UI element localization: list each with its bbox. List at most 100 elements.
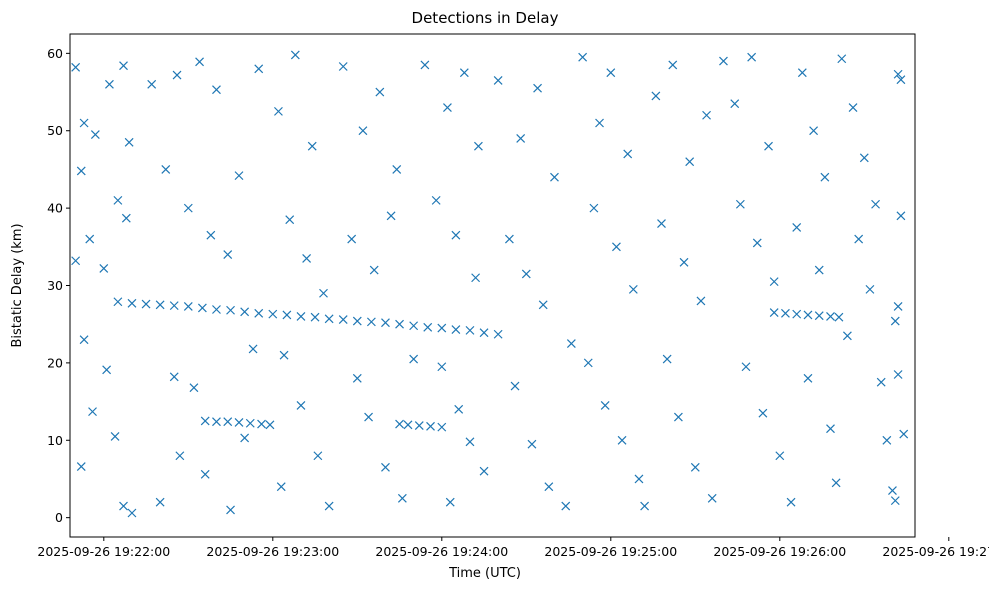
data-point: [893, 301, 903, 311]
x-axis: 2025-09-26 19:22:00 2025-09-26 19:23:00 20…: [37, 537, 989, 559]
data-point: [189, 383, 199, 393]
y-tick-label: 40: [47, 201, 63, 216]
data-point: [673, 412, 683, 422]
data-point: [226, 505, 235, 515]
y-tick-label: 30: [47, 278, 63, 293]
data-point: [859, 153, 869, 163]
data-point: [628, 284, 638, 294]
data-point: [431, 195, 441, 205]
data-point: [589, 203, 599, 213]
data-point: [147, 79, 157, 89]
data-point: [504, 234, 514, 244]
data-point: [521, 269, 531, 279]
data-point: [747, 52, 757, 62]
data-point: [437, 323, 447, 333]
data-point: [313, 451, 323, 461]
data-point: [623, 149, 633, 159]
data-point: [834, 312, 844, 322]
y-tick-label: 0: [55, 510, 63, 525]
x-tick-label: 2025-09-26 19:27:00: [882, 544, 989, 559]
data-point: [403, 420, 413, 430]
data-point: [240, 307, 250, 317]
chart-title: Detections in Delay: [412, 9, 559, 27]
data-point: [183, 301, 193, 311]
data-point: [848, 103, 858, 112]
data-point: [792, 223, 802, 232]
data-point: [85, 234, 95, 244]
x-tick-label: 2025-09-26 19:26:00: [713, 544, 846, 559]
data-point: [896, 211, 906, 221]
data-point: [172, 70, 182, 80]
data-point: [79, 118, 89, 128]
data-point: [79, 335, 89, 345]
y-tick-label: 50: [47, 123, 63, 138]
data-point: [566, 339, 576, 348]
data-point: [781, 308, 790, 318]
data-point: [893, 69, 903, 79]
data-point: [451, 230, 461, 240]
data-point: [105, 79, 114, 89]
data-point: [420, 60, 430, 70]
data-point: [803, 373, 813, 383]
data-point: [814, 311, 824, 321]
data-point: [226, 305, 235, 315]
data-point: [595, 118, 604, 128]
data-point: [212, 417, 221, 427]
data-point: [426, 421, 435, 431]
data-point: [451, 325, 461, 335]
data-point: [583, 358, 593, 368]
data-point: [113, 297, 123, 307]
data-point: [890, 496, 900, 506]
data-point: [657, 219, 666, 229]
data-point: [702, 110, 711, 120]
data-point: [752, 238, 762, 248]
data-point: [662, 354, 672, 364]
data-point: [234, 418, 244, 427]
data-point: [102, 365, 112, 375]
data-point: [223, 250, 233, 259]
data-point: [352, 316, 362, 326]
data-point: [707, 493, 717, 503]
data-point: [735, 199, 745, 209]
data-point: [268, 309, 278, 319]
data-point: [617, 435, 627, 445]
data-point: [471, 273, 481, 283]
data-point: [375, 87, 385, 97]
data-point: [612, 242, 621, 252]
data-point: [234, 171, 244, 181]
data-point: [324, 314, 334, 324]
data-point: [274, 106, 283, 116]
data-point: [155, 497, 165, 507]
data-point: [364, 412, 373, 422]
data-point: [197, 303, 207, 313]
data-point: [409, 321, 419, 331]
data-point: [719, 56, 728, 66]
data-point: [668, 60, 678, 70]
data-points: [71, 50, 909, 518]
data-point: [459, 68, 469, 78]
data-point: [195, 57, 204, 67]
data-point: [302, 253, 312, 263]
data-point: [352, 373, 362, 383]
data-point: [358, 126, 368, 136]
data-point: [479, 466, 489, 476]
data-point: [893, 370, 903, 379]
data-point: [600, 401, 610, 410]
data-point: [169, 301, 179, 311]
data-point: [775, 451, 785, 461]
data-point: [319, 288, 328, 298]
data-point: [544, 482, 554, 492]
data-point: [381, 318, 390, 328]
data-point: [606, 68, 616, 78]
data-point: [409, 354, 419, 364]
data-point: [764, 141, 773, 151]
data-point: [392, 164, 402, 174]
data-point: [538, 300, 548, 310]
data-point: [634, 474, 644, 484]
data-point: [200, 469, 210, 479]
data-point: [71, 256, 81, 266]
data-point: [758, 408, 768, 418]
data-point: [76, 462, 86, 472]
y-tick-label: 10: [47, 433, 63, 448]
